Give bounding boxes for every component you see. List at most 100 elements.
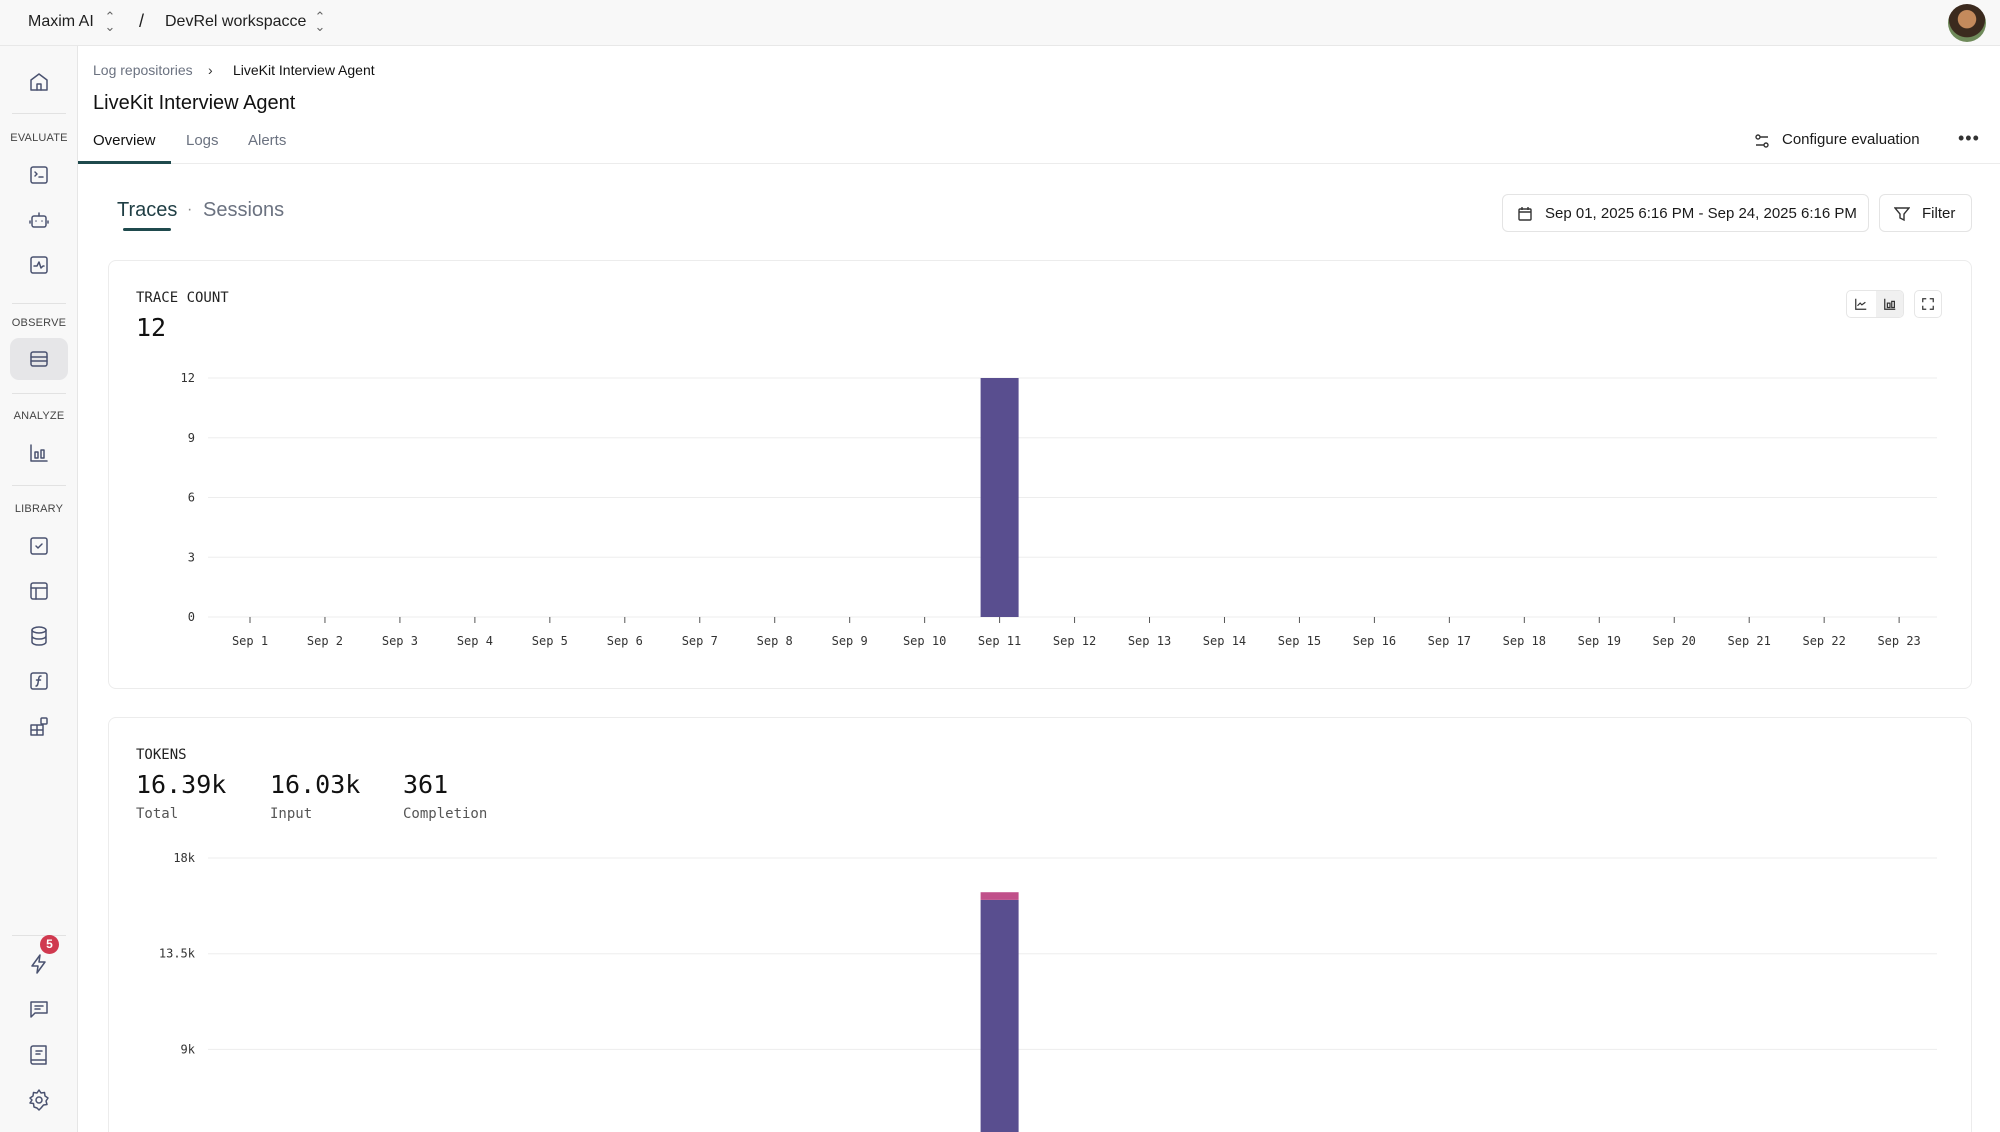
chevron-updown-icon[interactable]: ⌃ ⌄ — [104, 9, 116, 34]
line-chart-icon[interactable] — [1854, 297, 1868, 316]
bar-input — [980, 899, 1019, 1132]
table-icon[interactable] — [27, 579, 51, 603]
tokens-completion-label: Completion — [403, 806, 488, 822]
x-tick-label: Sep 6 — [607, 634, 643, 648]
trace-count-value: 12 — [136, 313, 167, 342]
x-tick-label: Sep 13 — [1128, 634, 1171, 648]
book-icon[interactable] — [27, 1043, 51, 1067]
tab-alerts[interactable]: Alerts — [248, 132, 287, 149]
tokens-total-value: 16.39k — [136, 770, 227, 799]
x-tick-label: Sep 10 — [903, 634, 946, 648]
top-bar: Maxim AI ⌃ ⌄ / DevRel workspacce ⌃ ⌄ — [0, 0, 2000, 46]
sliders-icon — [1754, 133, 1770, 154]
bar — [980, 378, 1019, 617]
expand-icon[interactable] — [1914, 290, 1942, 318]
y-tick-label: 0 — [188, 610, 195, 624]
traces-toggle[interactable]: Traces — [117, 199, 178, 221]
divider — [12, 393, 66, 394]
active-tab-indicator — [78, 161, 171, 164]
x-tick-label: Sep 17 — [1428, 634, 1471, 648]
y-tick-label: 6 — [188, 491, 195, 505]
breadcrumb-current: LiveKit Interview Agent — [233, 62, 375, 78]
divider — [12, 935, 66, 936]
x-tick-label: Sep 15 — [1278, 634, 1321, 648]
filter-button[interactable]: Filter — [1879, 194, 1972, 232]
x-tick-label: Sep 8 — [757, 634, 793, 648]
trace-count-label: TRACE COUNT — [136, 290, 229, 306]
x-tick-label: Sep 5 — [532, 634, 568, 648]
blocks-icon[interactable] — [27, 715, 51, 739]
section-analyze: ANALYZE — [13, 410, 65, 422]
notification-badge: 5 — [40, 935, 59, 954]
logs-icon[interactable] — [27, 347, 51, 371]
y-tick-label: 13.5k — [159, 947, 196, 961]
x-tick-label: Sep 9 — [832, 634, 868, 648]
x-tick-label: Sep 4 — [457, 634, 493, 648]
filter-label: Filter — [1922, 205, 1956, 222]
x-tick-label: Sep 22 — [1802, 634, 1845, 648]
bar-completion — [980, 892, 1019, 900]
x-tick-label: Sep 16 — [1353, 634, 1396, 648]
database-icon[interactable] — [27, 624, 51, 648]
avatar[interactable] — [1948, 4, 1986, 42]
x-tick-label: Sep 21 — [1728, 634, 1771, 648]
x-tick-label: Sep 2 — [307, 634, 343, 648]
x-tick-label: Sep 1 — [232, 634, 268, 648]
breadcrumb-parent[interactable]: Log repositories — [93, 62, 193, 78]
settings-icon[interactable] — [27, 1088, 51, 1112]
divider — [12, 113, 66, 114]
chevron-right-icon: › — [208, 62, 213, 78]
active-item-highlight — [10, 338, 68, 380]
date-range-text: Sep 01, 2025 6:16 PM - Sep 24, 2025 6:16… — [1545, 205, 1857, 222]
home-icon[interactable] — [27, 70, 51, 94]
workspace-switcher[interactable]: DevRel workspacce — [165, 13, 307, 30]
date-range-picker[interactable]: Sep 01, 2025 6:16 PM - Sep 24, 2025 6:16… — [1502, 194, 1869, 232]
x-tick-label: Sep 23 — [1877, 634, 1920, 648]
tokens-input-label: Input — [270, 806, 313, 822]
separator: / — [139, 11, 145, 31]
tokens-completion-value: 361 — [403, 770, 449, 799]
tokens-card — [108, 717, 1972, 1132]
y-tick-label: 9 — [188, 431, 195, 445]
x-tick-label: Sep 3 — [382, 634, 418, 648]
x-tick-label: Sep 19 — [1578, 634, 1621, 648]
tokens-chart: 9k 13.5k 18k — [159, 851, 1937, 1132]
divider — [12, 485, 66, 486]
y-tick-label: 9k — [181, 1042, 196, 1056]
tokens-label: TOKENS — [136, 747, 187, 763]
tab-overview[interactable]: Overview — [93, 132, 156, 149]
bot-icon[interactable] — [27, 208, 51, 232]
checkbox-icon[interactable] — [27, 534, 51, 558]
x-tick-label: Sep 20 — [1653, 634, 1696, 648]
bar-chart-icon[interactable] — [1876, 291, 1903, 317]
active-view-indicator — [123, 228, 171, 231]
bar-chart-icon[interactable] — [27, 441, 51, 465]
chat-icon[interactable] — [27, 997, 51, 1021]
tab-logs[interactable]: Logs — [186, 132, 219, 149]
divider — [12, 303, 66, 304]
section-evaluate: EVALUATE — [10, 132, 68, 144]
terminal-icon[interactable] — [27, 163, 51, 187]
y-tick-label: 12 — [181, 371, 195, 385]
chevron-updown-icon[interactable]: ⌃ ⌄ — [314, 9, 326, 34]
tab-divider — [78, 163, 2000, 164]
more-options-button[interactable]: ••• — [1958, 128, 1980, 148]
configure-evaluation-button[interactable]: Configure evaluation — [1782, 131, 1920, 148]
calendar-icon — [1517, 206, 1533, 226]
function-icon[interactable] — [27, 669, 51, 693]
x-tick-label: Sep 18 — [1503, 634, 1546, 648]
tokens-total-label: Total — [136, 806, 179, 822]
y-tick-label: 18k — [173, 851, 195, 865]
page-title: LiveKit Interview Agent — [93, 92, 296, 114]
x-tick-label: Sep 14 — [1203, 634, 1246, 648]
x-tick-label: Sep 12 — [1053, 634, 1096, 648]
section-library: LIBRARY — [14, 503, 64, 515]
x-tick-label: Sep 7 — [682, 634, 718, 648]
activity-icon[interactable] — [27, 253, 51, 277]
chart-type-toggle — [1846, 290, 1904, 318]
bolt-icon[interactable] — [27, 952, 51, 976]
org-switcher[interactable]: Maxim AI — [28, 13, 94, 30]
tokens-input-value: 16.03k — [270, 770, 361, 799]
y-tick-label: 3 — [188, 550, 195, 564]
sessions-toggle[interactable]: Sessions — [203, 199, 285, 221]
